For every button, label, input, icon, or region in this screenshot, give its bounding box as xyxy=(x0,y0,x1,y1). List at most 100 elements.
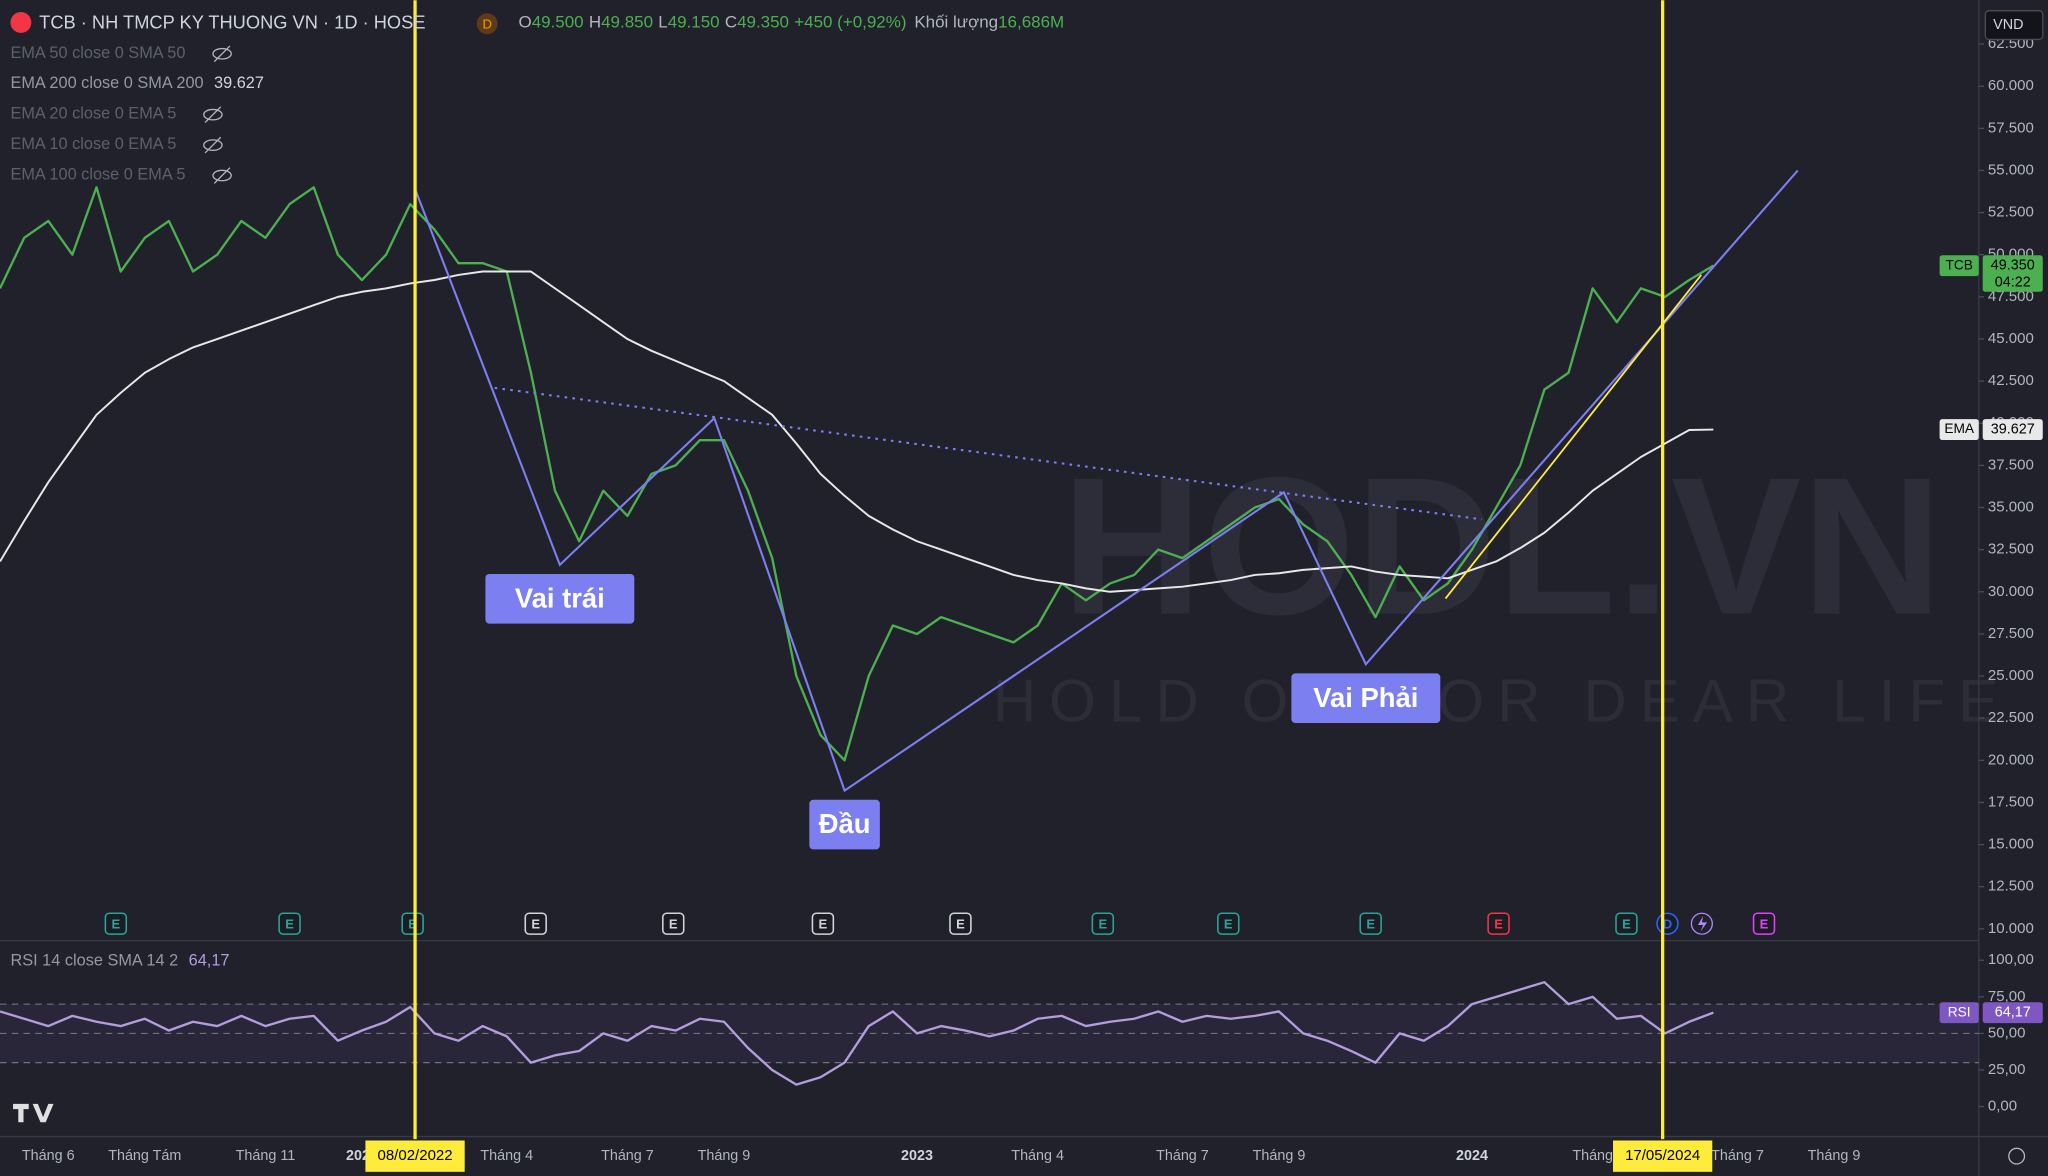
symbol: TCB · NH TMCP KY THUONG VN · 1D · HOSE xyxy=(39,12,425,33)
rsi-y-tick-label: 50,00 xyxy=(1988,1024,2026,1041)
event-badge xyxy=(1359,912,1382,935)
event-badge xyxy=(1615,912,1638,935)
trendline xyxy=(1444,274,1702,600)
currency-box[interactable] xyxy=(1984,10,2044,41)
indicator: EMA 10 close 0 EMA 5 xyxy=(10,135,176,153)
y-tick-label: 27.500 xyxy=(1988,625,2034,642)
value-tag xyxy=(1982,419,2043,440)
event-label: E xyxy=(1494,916,1503,931)
event-label: E xyxy=(669,916,678,931)
logo xyxy=(13,1103,54,1123)
y-tick-label: 57.500 xyxy=(1988,119,2034,136)
y-tick-label: 37.500 xyxy=(1988,456,2034,473)
rsi-y-tick-label: 100,00 xyxy=(1988,951,2034,968)
event-badge xyxy=(401,912,424,935)
ohlc-key: L xyxy=(658,13,667,32)
y-tick-label: 47.500 xyxy=(1988,288,2034,305)
name-tag-label: TCB xyxy=(1945,257,1972,272)
event-label: E xyxy=(1622,916,1631,931)
value-tag xyxy=(1982,1002,2043,1024)
hidden-eye-slash xyxy=(213,45,231,63)
neckline xyxy=(494,386,1482,521)
event-badge xyxy=(949,912,972,935)
indicator: EMA 200 close 0 SMA 200 39.627 xyxy=(10,75,264,93)
indicator: EMA 50 close 0 SMA 50 xyxy=(10,44,185,62)
ohlc-key: C xyxy=(725,13,737,32)
pattern-label-box xyxy=(809,799,880,850)
hidden-eye-icon xyxy=(203,139,223,151)
pattern-label-box xyxy=(485,573,635,624)
event-badge xyxy=(1091,912,1115,935)
hidden-eye-icon xyxy=(203,108,223,121)
series-line xyxy=(0,981,1714,1086)
x-tick-label: Tháng xyxy=(1572,1148,1613,1164)
interval-badge-label: D xyxy=(482,17,491,32)
indicator-name: EMA 200 close 0 SMA 200 xyxy=(10,75,203,93)
symbol-icon xyxy=(10,12,32,33)
event-badge xyxy=(1487,912,1510,935)
ohlc-value: 49.150 xyxy=(668,13,720,32)
pattern-label: Vai Phải xyxy=(1313,682,1418,713)
y-tick-label: 32.500 xyxy=(1988,541,2034,558)
x-tick-label: 2023 xyxy=(901,1148,933,1164)
hidden-eye-slash xyxy=(204,136,222,154)
y-tick-label: 17.500 xyxy=(1988,793,2034,810)
rsi-value: 64,17 xyxy=(189,952,230,970)
y-tick-label: 25.000 xyxy=(1988,667,2034,684)
x-tick-label: Tháng 6 xyxy=(22,1148,75,1164)
hidden-eye-slash xyxy=(213,167,231,184)
event-badge xyxy=(662,912,685,935)
date-marker-label: 08/02/2022 xyxy=(377,1147,452,1164)
hidden-eye-icon xyxy=(212,47,232,60)
interval-badge xyxy=(476,13,498,35)
rsi-y-tick-label: 0,00 xyxy=(1988,1098,2017,1115)
event-label: E xyxy=(1224,916,1233,931)
y-tick-label: 30.000 xyxy=(1988,583,2034,600)
name-tag xyxy=(1939,419,1979,440)
watermark-subtitle: HOLD ON FOR DEAR LIFE xyxy=(993,667,2012,734)
hidden-eye-icon xyxy=(212,169,232,182)
event-badge xyxy=(811,912,835,935)
event-label: E xyxy=(1098,916,1107,931)
ohlc: O49.500 H49.850 L49.150 C49.350 +450 (+0,92%… xyxy=(519,13,1065,32)
y-tick-label: 60.000 xyxy=(1988,77,2034,94)
indicator: EMA 20 close 0 EMA 5 xyxy=(10,105,176,123)
name-tag-label: RSI xyxy=(1948,1004,1971,1019)
rsi-title: RSI 14 close SMA 14 2 64,17 xyxy=(10,952,229,970)
header: TCB · NH TMCP KY THUONG VN · 1D · HOSE xyxy=(39,12,425,33)
rsi-y-tick-label: 75,00 xyxy=(1988,988,2026,1005)
indicator: EMA 100 close 0 EMA 5 xyxy=(10,166,185,184)
ohlc-value: 49.350 xyxy=(737,13,789,32)
settings-icon xyxy=(2008,1147,2026,1165)
overlay: VND TCB · NH TMCP KY THUONG VN · 1D · HO… xyxy=(10,10,2044,1165)
event-badge xyxy=(104,912,128,935)
event-badge xyxy=(1217,912,1240,935)
event-label: E xyxy=(408,916,417,931)
hidden-eye-slash xyxy=(204,106,222,123)
value-tag-label: 49.350 xyxy=(1991,257,2035,273)
watermark-title: HODL.VN xyxy=(1061,437,1943,656)
x-tick-label: Tháng 9 xyxy=(698,1148,751,1164)
event-label: E xyxy=(1760,916,1769,931)
x-tick-label: Tháng 9 xyxy=(1253,1148,1306,1164)
x-tick-label: 2024 xyxy=(1456,1148,1488,1164)
value-tag xyxy=(1982,255,2043,292)
change: +450 (+0,92%) xyxy=(794,13,906,32)
value-tag-label: 64,17 xyxy=(1995,1004,2031,1020)
pattern-label: Vai trái xyxy=(515,582,605,613)
event-badge xyxy=(278,912,301,935)
x-tick-label: Tháng 11 xyxy=(236,1148,296,1164)
dividend-icon xyxy=(1690,912,1713,935)
pattern-label-box xyxy=(1291,673,1441,724)
y-tick-label: 35.000 xyxy=(1988,498,2034,515)
y-tick-label: 42.500 xyxy=(1988,372,2034,389)
indicator-name: EMA 50 close 0 SMA 50 xyxy=(10,44,185,62)
x-tick-label: Tháng 7 xyxy=(601,1148,654,1164)
x-tick-label: Tháng Tám xyxy=(108,1148,181,1164)
event-badge xyxy=(1752,912,1776,935)
event-label: E xyxy=(111,916,120,931)
indicator-name: EMA 20 close 0 EMA 5 xyxy=(10,105,176,123)
